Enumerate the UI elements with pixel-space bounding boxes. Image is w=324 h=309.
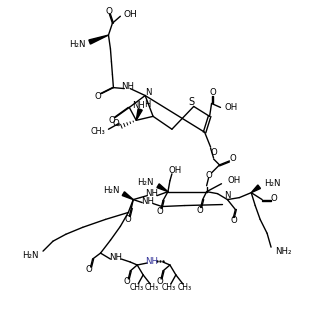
Text: NH₂: NH₂	[275, 247, 292, 256]
Text: O: O	[106, 7, 113, 16]
Text: NH: NH	[121, 82, 134, 91]
Text: O: O	[205, 171, 212, 180]
Text: O: O	[196, 206, 203, 215]
Text: CH₃: CH₃	[162, 283, 176, 292]
Text: O: O	[85, 265, 92, 274]
Text: O: O	[229, 154, 236, 163]
Text: CH₃: CH₃	[129, 283, 143, 292]
Text: O: O	[271, 194, 277, 203]
Text: NH: NH	[109, 252, 122, 262]
Text: H₂N: H₂N	[264, 179, 281, 188]
Text: H₂N: H₂N	[103, 186, 119, 195]
Text: NH: NH	[141, 197, 154, 206]
Text: H₂N: H₂N	[138, 178, 154, 187]
Text: CH₃: CH₃	[145, 283, 159, 292]
Text: O: O	[108, 116, 115, 125]
Text: OH: OH	[225, 103, 238, 112]
Text: NH: NH	[132, 101, 145, 110]
Polygon shape	[89, 35, 109, 44]
Text: O: O	[156, 277, 163, 286]
Text: CH₃: CH₃	[91, 127, 106, 136]
Text: H₂N: H₂N	[69, 40, 86, 49]
Text: N: N	[224, 191, 231, 200]
Text: O: O	[230, 216, 237, 225]
Text: O: O	[113, 119, 119, 128]
Text: OH: OH	[168, 166, 181, 175]
Polygon shape	[136, 109, 142, 120]
Text: H₂N: H₂N	[23, 251, 39, 260]
Text: S: S	[189, 97, 195, 108]
Text: CH₃: CH₃	[178, 283, 192, 292]
Text: O: O	[125, 215, 132, 224]
Text: O: O	[156, 207, 163, 216]
Text: O: O	[124, 277, 131, 286]
Text: H: H	[144, 100, 150, 109]
Text: NH: NH	[145, 189, 158, 198]
Text: OH: OH	[227, 176, 241, 185]
Text: O: O	[209, 88, 216, 97]
Polygon shape	[157, 184, 168, 192]
Polygon shape	[122, 192, 133, 200]
Text: O: O	[210, 147, 217, 157]
Text: O: O	[94, 92, 101, 101]
Text: NH: NH	[145, 256, 158, 265]
Polygon shape	[251, 185, 260, 193]
Text: N: N	[145, 88, 151, 97]
Text: OH: OH	[123, 10, 137, 19]
